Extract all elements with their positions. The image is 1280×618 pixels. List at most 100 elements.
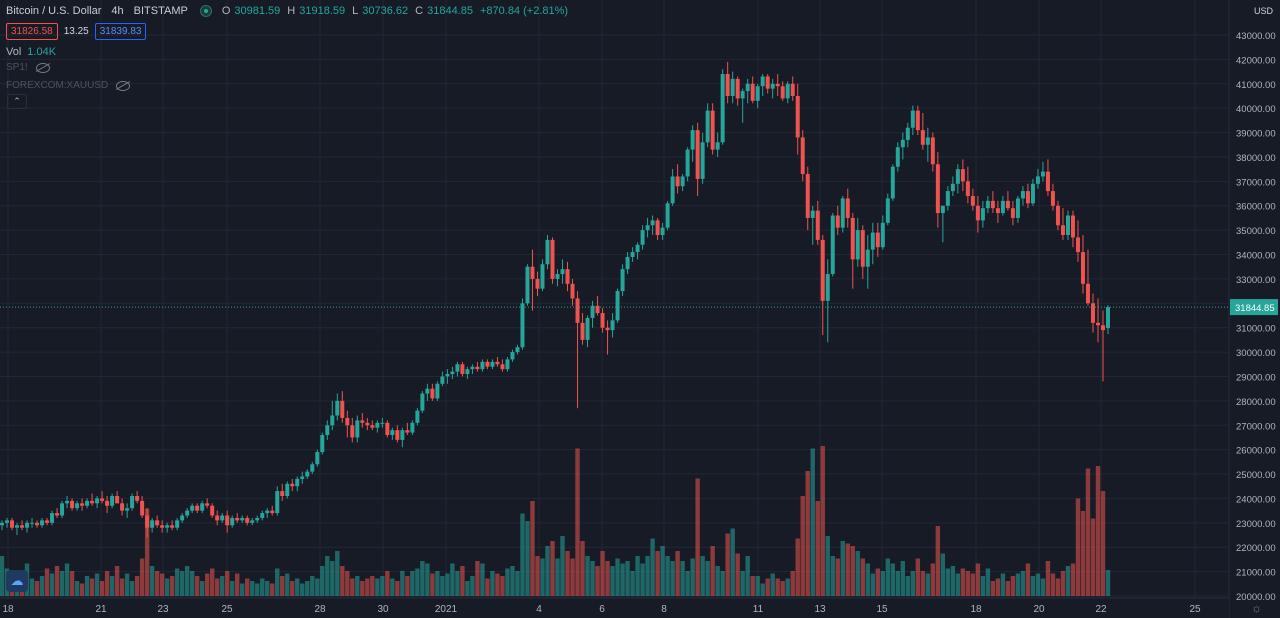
candle-body[interactable] — [495, 361, 500, 365]
candle-body[interactable] — [1070, 215, 1075, 238]
candle-body[interactable] — [725, 74, 730, 96]
candle-body[interactable] — [330, 415, 335, 426]
candle-body[interactable] — [185, 510, 190, 516]
candle-body[interactable] — [690, 130, 695, 150]
candle-body[interactable] — [35, 522, 40, 526]
candle-body[interactable] — [955, 169, 960, 184]
candle-body[interactable] — [475, 366, 480, 370]
candle-body[interactable] — [730, 78, 735, 96]
candle-body[interactable] — [660, 227, 665, 236]
candle-body[interactable] — [540, 264, 545, 289]
candle-body[interactable] — [1035, 176, 1040, 184]
candle-body[interactable] — [945, 191, 950, 206]
candle-body[interactable] — [370, 425, 375, 428]
candle-body[interactable] — [1040, 171, 1045, 177]
candle-body[interactable] — [795, 95, 800, 138]
candle-body[interactable] — [930, 137, 935, 165]
candle-body[interactable] — [1000, 200, 1005, 214]
candle-body[interactable] — [220, 515, 225, 521]
candle-body[interactable] — [635, 244, 640, 253]
candle-body[interactable] — [470, 366, 475, 370]
candle-body[interactable] — [50, 513, 55, 523]
time-axis[interactable]: 18 21 23 25 28 30 2021 4 6 8 11 13 15 18 20 22 25 — [0, 597, 1229, 618]
candle-body[interactable] — [435, 383, 440, 399]
candle-body[interactable] — [1030, 183, 1035, 204]
candle-body[interactable] — [720, 74, 725, 143]
candle-body[interactable] — [1005, 200, 1010, 209]
candle-body[interactable] — [335, 400, 340, 416]
candle-body[interactable] — [315, 452, 320, 465]
candle-body[interactable] — [195, 505, 200, 511]
candle-body[interactable] — [785, 83, 790, 99]
candle-body[interactable] — [445, 374, 450, 377]
candle-body[interactable] — [1020, 191, 1025, 199]
candle-body[interactable] — [630, 252, 635, 257]
candle-body[interactable] — [425, 388, 430, 394]
candle-body[interactable] — [700, 142, 705, 179]
candle-body[interactable] — [405, 430, 410, 433]
candle-body[interactable] — [290, 483, 295, 487]
candle-body[interactable] — [450, 371, 455, 375]
candle-body[interactable] — [810, 210, 815, 218]
candle-body[interactable] — [110, 495, 115, 506]
candle-body[interactable] — [990, 200, 995, 209]
candle-body[interactable] — [850, 217, 855, 260]
candle-body[interactable] — [975, 205, 980, 221]
candle-body[interactable] — [245, 517, 250, 523]
candle-body[interactable] — [670, 176, 675, 204]
candle-body[interactable] — [140, 500, 145, 516]
candle-body[interactable] — [605, 327, 610, 331]
candle-body[interactable] — [705, 110, 710, 143]
candle-body[interactable] — [820, 239, 825, 301]
candle-body[interactable] — [520, 303, 525, 348]
candle-body[interactable] — [60, 503, 65, 516]
candle-body[interactable] — [210, 505, 215, 516]
candle-body[interactable] — [675, 176, 680, 187]
candle-body[interactable] — [800, 137, 805, 175]
candle-body[interactable] — [825, 274, 830, 301]
candle-body[interactable] — [935, 164, 940, 214]
candle-body[interactable] — [1075, 237, 1080, 253]
candle-body[interactable] — [735, 78, 740, 99]
candle-body[interactable] — [805, 174, 810, 218]
candle-body[interactable] — [555, 274, 560, 279]
candle-body[interactable] — [765, 76, 770, 89]
candle-body[interactable] — [815, 210, 820, 240]
candle-body[interactable] — [515, 347, 520, 353]
sell-price-button[interactable]: 31826.58 — [6, 23, 58, 40]
candle-body[interactable] — [80, 503, 85, 506]
candle-body[interactable] — [350, 425, 355, 438]
candle-body[interactable] — [645, 225, 650, 231]
candle-body[interactable] — [870, 232, 875, 250]
candle-body[interactable] — [310, 464, 315, 472]
candle-body[interactable] — [890, 166, 895, 199]
candle-body[interactable] — [685, 149, 690, 177]
candle-body[interactable] — [915, 110, 920, 131]
candle-body[interactable] — [1085, 283, 1090, 304]
candle-body[interactable] — [105, 500, 110, 506]
candle-body[interactable] — [190, 505, 195, 511]
candle-body[interactable] — [340, 400, 345, 418]
candle-body[interactable] — [715, 142, 720, 150]
candle-body[interactable] — [875, 232, 880, 248]
candle-body[interactable] — [770, 83, 775, 89]
candle-body[interactable] — [970, 195, 975, 206]
candle-body[interactable] — [740, 91, 745, 99]
candle-body[interactable] — [385, 422, 390, 436]
candle-body[interactable] — [360, 420, 365, 423]
collapse-legend-button[interactable]: ⌃ — [7, 94, 27, 109]
volume-legend[interactable]: Vol 1.04K — [6, 46, 56, 58]
candle-body[interactable] — [225, 515, 230, 526]
candle-body[interactable] — [965, 181, 970, 196]
candle-body[interactable] — [855, 230, 860, 260]
candle-body[interactable] — [835, 215, 840, 228]
candle-body[interactable] — [180, 515, 185, 521]
candle-body[interactable] — [1060, 225, 1065, 236]
candle-body[interactable] — [560, 269, 565, 275]
candle-body[interactable] — [1090, 303, 1095, 323]
candle-body[interactable] — [415, 410, 420, 423]
candle-body[interactable] — [640, 230, 645, 245]
candle-body[interactable] — [485, 361, 490, 367]
candle-body[interactable] — [1065, 215, 1070, 236]
